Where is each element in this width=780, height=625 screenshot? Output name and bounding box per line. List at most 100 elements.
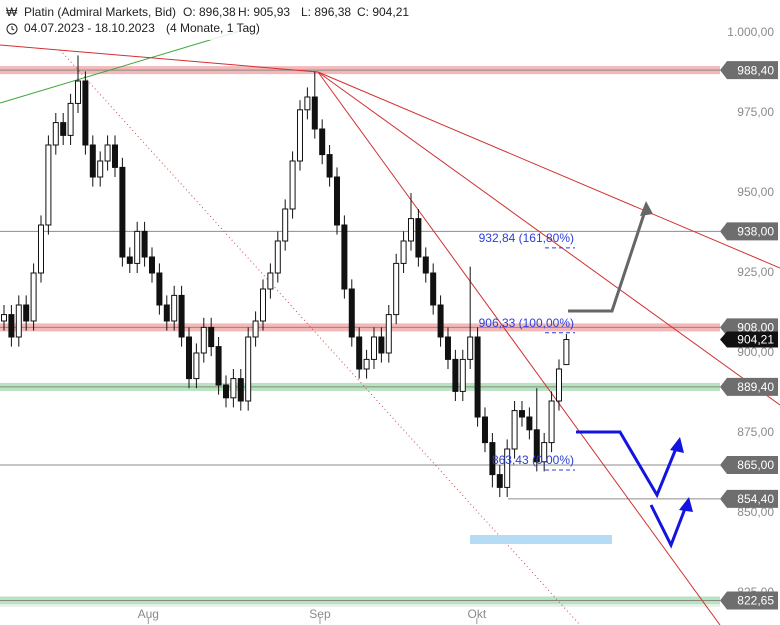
price-tag [720,331,778,348]
candle-body [437,304,444,338]
candle-body [126,256,133,264]
fib-label: 932,84 (161,80%) [479,231,574,245]
candle-body [422,256,429,274]
candle-body [489,442,496,476]
candle-body [511,410,518,450]
candle-body [193,352,200,380]
candle-body [541,442,548,463]
candle-body [481,416,488,444]
candle-body [459,358,466,392]
date-range: 04.07.2023 - 18.10.2023 [24,21,155,35]
candle-body [304,96,311,111]
candle-body [60,122,67,136]
candle-body [148,256,155,274]
candle-body [119,166,126,258]
level-tag [720,377,778,396]
level-tag-label: 854,40 [737,492,774,506]
candle-body [526,416,533,431]
candle-body [393,262,400,316]
candle-body [341,224,348,290]
trend-line [0,44,319,73]
candle-body [378,336,385,354]
candle-body [74,80,81,104]
candle-body [370,336,377,360]
x-tick-label: Aug [138,607,159,621]
candle-body [274,240,281,274]
candle-body [563,339,570,366]
candle-body [252,320,259,338]
candle-body [222,384,229,399]
candle-body [82,80,89,146]
y-tick-label: 925,00 [737,265,774,279]
candle-body [504,448,511,488]
level-tag-label: 988,40 [737,63,774,77]
fib-label: 906,33 (100,00%) [479,316,574,330]
ohlc-close: C: 904,21 [357,5,409,19]
y-tick-label: 900,00 [737,345,774,359]
candle-body [348,288,355,338]
candle-body [30,272,37,322]
candle-body [15,304,22,338]
candle-body [363,358,370,370]
candle-body [289,160,296,210]
candle-body [200,326,207,354]
candle-body [208,326,215,348]
instrument-title: Platin (Admiral Markets, Bid) [24,5,176,19]
level-tag-label: 889,40 [737,380,774,394]
candle-body [0,314,7,322]
candle-body [89,144,96,178]
candle-body [282,208,289,242]
level-tag [720,591,778,610]
candle-body [97,160,104,178]
y-tick-label: 950,00 [737,185,774,199]
candle-body [178,294,185,338]
level-tag-label: 938,00 [737,225,774,239]
candle-body [296,109,303,162]
arrow [576,430,679,499]
candle-body [548,400,555,444]
y-tick-label: 975,00 [737,105,774,119]
trend-line [317,71,780,406]
candle-body [333,176,340,226]
candle-body [430,272,437,306]
candle-body [171,294,178,322]
period: (4 Monate, 1 Tag) [166,21,260,35]
overlay-layer: 988,40 938,00 908,00 889,40 865,00 854,40 822,… [479,61,778,610]
level-tag-label: 822,65 [737,594,774,608]
header-bg [0,0,360,40]
clock-icon [6,23,18,35]
ohlc-low: L: 896,38 [301,5,351,19]
candles [0,55,570,497]
fib-label: 863,43 (0,00%) [492,453,574,467]
candle-body [37,224,44,274]
candle-body [467,336,474,360]
background-layer: 1.000,00 975,00 950,00 925,00 900,00 875,00 85… [0,25,774,624]
target-zone [470,535,612,544]
y-tick-label: 875,00 [737,425,774,439]
level-tag-label: 908,00 [737,321,774,335]
price-tag-label: 904,21 [737,333,774,347]
candle-body [400,240,407,264]
candle-body [45,144,52,226]
trend-line [317,71,780,269]
candle-body [518,410,525,418]
y-tick-label: 1.000,00 [727,25,774,39]
arrow-head [640,201,653,216]
level-tag [720,222,778,241]
arrow [649,504,688,549]
candle-body [311,96,318,130]
candle-body [474,336,481,418]
candle-body [67,102,74,136]
level-tag [720,489,778,508]
candle-body [215,346,222,386]
clock-hand [11,26,15,31]
candle-body [163,304,170,322]
candle-body [23,304,30,322]
candle-body [185,336,192,380]
arrow-head [679,497,693,512]
candle-body [52,122,59,146]
candle-body [267,272,274,290]
candle-body [356,336,363,370]
candle-body [237,378,244,402]
